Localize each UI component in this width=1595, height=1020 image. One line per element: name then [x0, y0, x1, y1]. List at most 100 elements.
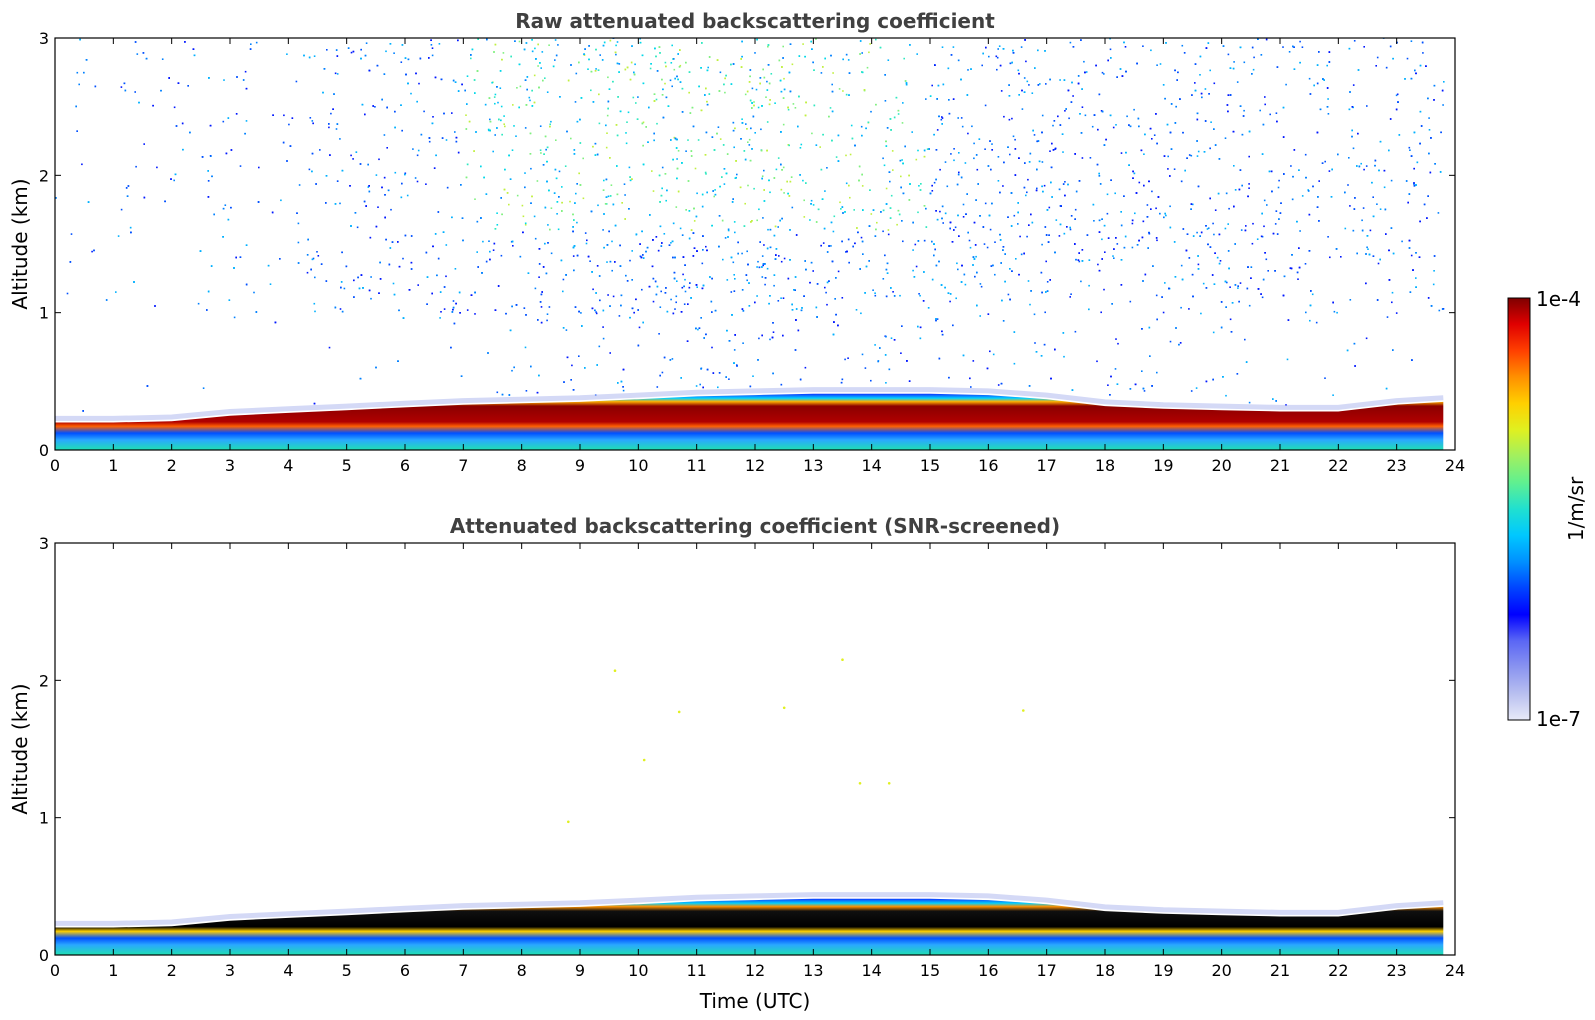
noise-point	[572, 389, 575, 391]
noise-point	[405, 73, 407, 76]
noise-point	[271, 211, 274, 214]
noise-point	[465, 128, 468, 130]
noise-point	[559, 96, 561, 98]
noise-point	[889, 217, 892, 219]
noise-point	[824, 57, 826, 60]
noise-point	[1248, 130, 1251, 133]
noise-point	[935, 319, 937, 322]
noise-point	[799, 174, 801, 176]
noise-point	[1392, 57, 1394, 60]
noise-point	[332, 108, 334, 110]
noise-point	[1129, 388, 1132, 390]
noise-point	[1196, 231, 1198, 234]
noise-point	[497, 285, 500, 287]
noise-point	[1148, 232, 1151, 235]
noise-point	[746, 90, 749, 93]
noise-point	[1089, 157, 1092, 159]
noise-point	[783, 77, 785, 80]
noise-point	[570, 64, 572, 66]
noise-point	[384, 216, 386, 219]
noise-point	[949, 227, 951, 230]
noise-point	[905, 83, 908, 86]
noise-point	[779, 79, 782, 82]
noise-point	[587, 68, 589, 70]
noise-point	[336, 73, 339, 75]
noise-point	[1062, 332, 1065, 334]
noise-point	[861, 185, 864, 187]
noise-point	[1095, 64, 1097, 67]
noise-point	[1169, 226, 1172, 229]
noise-point	[941, 46, 944, 48]
noise-point	[554, 59, 556, 61]
noise-point	[1190, 208, 1192, 210]
noise-point	[809, 281, 811, 284]
noise-point	[1071, 389, 1074, 391]
noise-point	[828, 245, 830, 247]
noise-point	[794, 276, 797, 278]
noise-point	[536, 180, 539, 182]
noise-point	[525, 42, 528, 44]
noise-point	[235, 256, 237, 259]
noise-point	[1140, 149, 1143, 152]
noise-point	[1224, 227, 1227, 230]
y-tick-label: 2	[39, 166, 49, 185]
noise-point	[749, 159, 752, 162]
noise-point	[1133, 172, 1136, 175]
noise-point	[608, 88, 611, 90]
noise-point	[677, 150, 680, 152]
noise-point	[355, 151, 358, 153]
noise-point	[326, 49, 328, 51]
noise-point	[704, 94, 706, 96]
noise-point	[1233, 61, 1235, 63]
noise-point	[1196, 112, 1199, 115]
noise-point	[793, 33, 795, 35]
noise-point	[1205, 380, 1208, 383]
noise-point	[496, 212, 498, 214]
noise-point	[727, 228, 730, 231]
noise-point	[1353, 208, 1356, 210]
noise-point	[1213, 233, 1215, 236]
x-tick-label: 4	[283, 456, 293, 475]
noise-point	[592, 288, 594, 291]
noise-point	[1426, 217, 1428, 219]
noise-point	[719, 71, 722, 74]
sparse-point	[613, 669, 617, 672]
noise-point	[1138, 239, 1140, 242]
noise-point	[1391, 301, 1393, 304]
noise-point	[105, 299, 108, 301]
noise-point	[1318, 220, 1320, 222]
noise-point	[1164, 282, 1166, 284]
noise-point	[1415, 252, 1417, 254]
noise-point	[994, 273, 996, 276]
noise-point	[1017, 223, 1019, 225]
noise-point	[1196, 140, 1198, 142]
noise-point	[861, 240, 864, 243]
noise-point	[531, 89, 533, 92]
noise-point	[1155, 237, 1158, 239]
noise-point	[670, 62, 673, 64]
noise-point	[177, 82, 180, 84]
noise-point	[841, 36, 843, 38]
noise-point	[445, 275, 447, 278]
noise-point	[540, 306, 543, 308]
noise-point	[1430, 137, 1432, 139]
noise-point	[774, 225, 777, 228]
noise-point	[571, 364, 573, 367]
noise-point	[1098, 269, 1101, 272]
noise-point	[831, 139, 833, 142]
noise-point	[1072, 46, 1075, 48]
noise-point	[1379, 140, 1382, 143]
noise-point	[572, 230, 574, 233]
noise-point	[363, 200, 366, 203]
noise-point	[325, 202, 327, 204]
noise-point	[1049, 78, 1051, 81]
noise-point	[642, 121, 645, 124]
noise-point	[1124, 46, 1127, 48]
noise-point	[550, 252, 553, 255]
noise-point	[1233, 165, 1235, 167]
noise-point	[524, 172, 526, 174]
noise-point	[618, 71, 620, 73]
noise-point	[681, 234, 684, 236]
noise-point	[848, 94, 850, 96]
noise-point	[349, 185, 351, 187]
